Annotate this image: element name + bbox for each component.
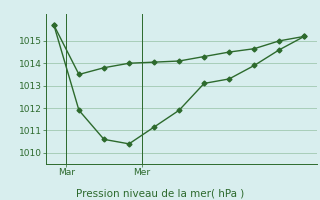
Text: Pression niveau de la mer( hPa ): Pression niveau de la mer( hPa ) — [76, 188, 244, 198]
